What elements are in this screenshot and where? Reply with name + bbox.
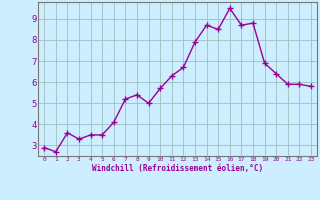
X-axis label: Windchill (Refroidissement éolien,°C): Windchill (Refroidissement éolien,°C) — [92, 164, 263, 173]
